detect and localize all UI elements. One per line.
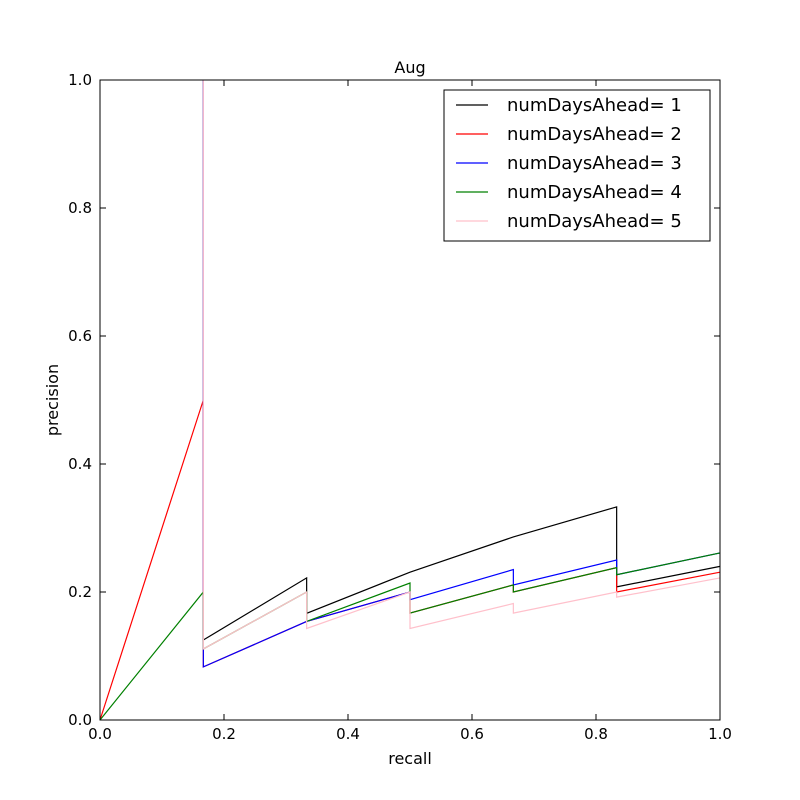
plot-frame (99, 79, 721, 721)
x-tick-label: 0.0 (88, 725, 112, 743)
y-axis-title: precision (43, 364, 62, 436)
series-line-2 (99, 399, 721, 721)
series-line-5 (202, 80, 721, 650)
series-layer (99, 80, 721, 721)
y-tick-label: 0.4 (68, 455, 92, 473)
legend-label-4: numDaysAhead= 4 (507, 182, 682, 203)
legend-label-3: numDaysAhead= 3 (507, 153, 682, 174)
ticks-layer: 0.0 0.2 0.4 0.6 0.8 1.0 0.0 0.2 0.4 0.6 0.8 1.0 (68, 71, 732, 743)
y-tick-label: 1.0 (68, 71, 92, 89)
legend-label-2: numDaysAhead= 2 (507, 124, 682, 145)
x-tick-label: 0.4 (336, 725, 360, 743)
x-tick-label: 1.0 (708, 725, 732, 743)
legend-label-5: numDaysAhead= 5 (507, 211, 682, 232)
chart-title: Aug (394, 58, 425, 77)
x-tick-label: 0.2 (212, 725, 236, 743)
x-tick-label: 0.6 (460, 725, 484, 743)
y-tick-label: 0.0 (68, 711, 92, 729)
y-tick-label: 0.6 (68, 327, 92, 345)
series-line-4 (99, 552, 721, 721)
x-axis-title: recall (388, 749, 432, 768)
x-tick-label: 0.8 (584, 725, 608, 743)
legend-box (443, 89, 711, 242)
y-tick-label: 0.8 (68, 199, 92, 217)
legend-label-1: numDaysAhead= 1 (507, 95, 682, 116)
y-tick-label: 0.2 (68, 583, 92, 601)
legend: numDaysAhead= 1 numDaysAhead= 2 numDaysAhe… (443, 89, 711, 242)
